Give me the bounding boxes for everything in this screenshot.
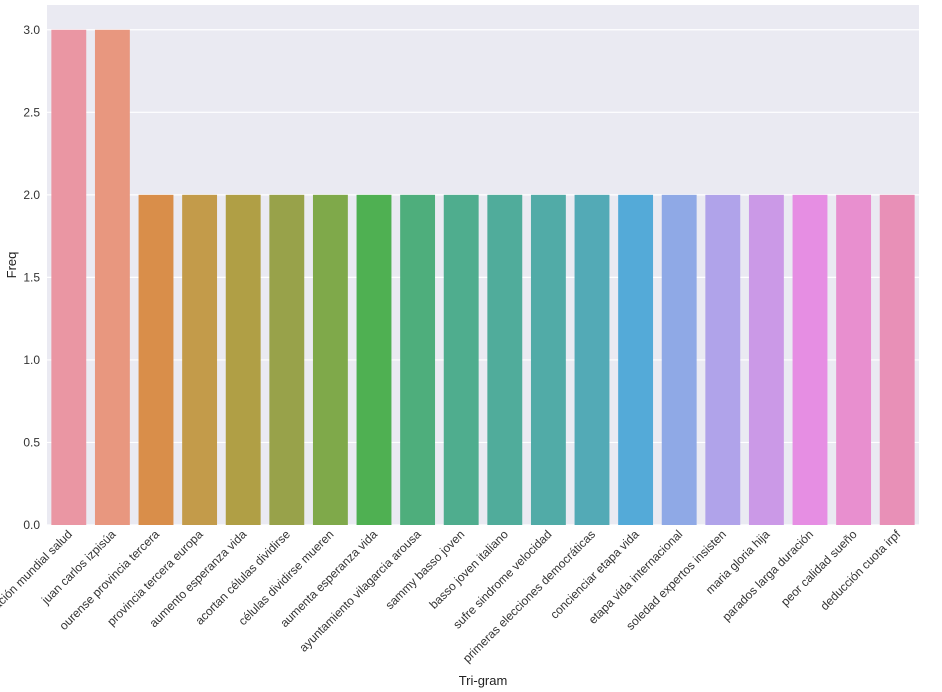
x-axis-label: Tri-gram [459, 673, 508, 688]
bar [400, 194, 436, 526]
y-tick-label: 0.5 [23, 435, 40, 449]
bar [705, 194, 741, 526]
bar [530, 194, 566, 526]
bar [225, 194, 261, 526]
y-axis-label: Freq [4, 252, 19, 279]
bar [51, 29, 87, 526]
bar [748, 194, 784, 526]
bar [574, 194, 610, 526]
y-tick-label: 1.0 [23, 353, 40, 367]
x-tick-label: basso joven italiano [426, 527, 511, 612]
y-tick-label: 2.5 [23, 105, 40, 119]
plot-area [47, 5, 919, 525]
bar [792, 194, 828, 526]
bar [269, 194, 305, 526]
y-tick-label: 3.0 [23, 23, 40, 37]
bar [94, 29, 130, 526]
bar [836, 194, 872, 526]
y-tick-label: 2.0 [23, 188, 40, 202]
bar [138, 194, 174, 526]
x-tick-label: deducción cuota irpf [817, 527, 903, 613]
bar [443, 194, 479, 526]
bar [618, 194, 654, 526]
y-tick-label: 1.5 [23, 270, 40, 284]
bar [312, 194, 348, 526]
x-tick-label: juan carlos izpisúa [38, 527, 119, 608]
x-tick-label: sammy basso joven [382, 527, 467, 612]
bar [182, 194, 218, 526]
y-tick-label: 0.0 [23, 518, 40, 532]
bar [879, 194, 915, 526]
bar [356, 194, 392, 526]
bar [487, 194, 523, 526]
bar [661, 194, 697, 526]
x-tick-label: peor calidad sueño [778, 527, 860, 609]
